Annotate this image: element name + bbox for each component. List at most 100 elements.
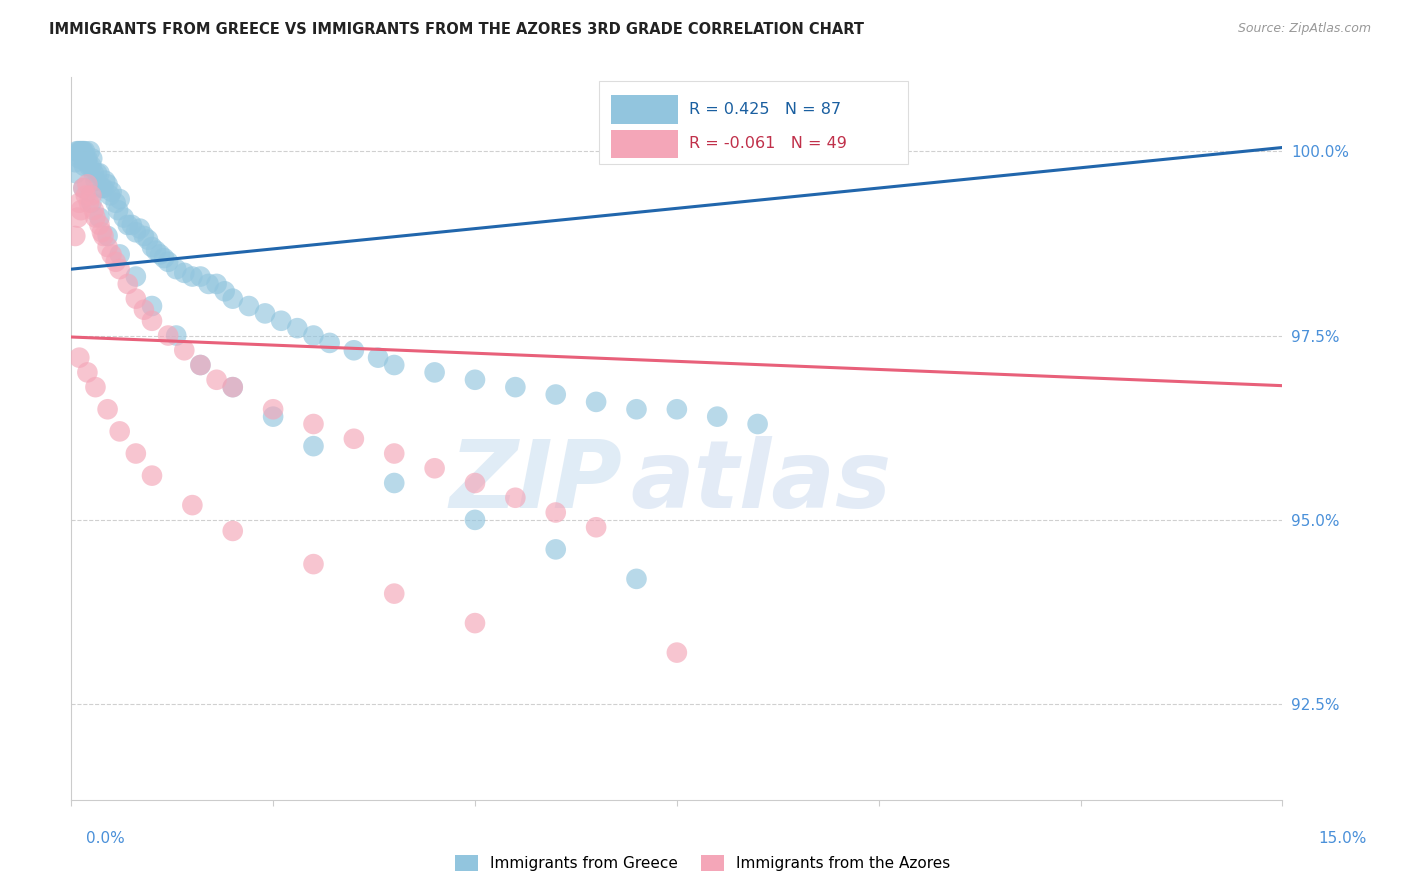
Point xyxy=(302,439,325,453)
Point xyxy=(100,185,122,199)
Point xyxy=(125,446,148,460)
Text: IMMIGRANTS FROM GREECE VS IMMIGRANTS FROM THE AZORES 3RD GRADE CORRELATION CHART: IMMIGRANTS FROM GREECE VS IMMIGRANTS FRO… xyxy=(49,22,865,37)
Point xyxy=(136,233,159,247)
Point xyxy=(73,144,96,158)
Point xyxy=(98,188,121,202)
Point xyxy=(97,402,120,417)
Point xyxy=(76,178,98,192)
Point xyxy=(77,159,100,173)
Point xyxy=(112,211,135,225)
Point xyxy=(80,195,103,210)
Point xyxy=(89,211,111,225)
Text: R = 0.425   N = 87: R = 0.425 N = 87 xyxy=(689,102,841,117)
Point xyxy=(302,328,325,343)
Point xyxy=(72,144,94,158)
FancyBboxPatch shape xyxy=(599,81,908,164)
Point xyxy=(72,181,94,195)
Point xyxy=(70,144,93,158)
Point xyxy=(72,144,94,158)
Point xyxy=(190,358,212,372)
Point xyxy=(65,166,87,180)
Point xyxy=(77,195,100,210)
Text: Source: ZipAtlas.com: Source: ZipAtlas.com xyxy=(1237,22,1371,36)
Point xyxy=(157,254,180,268)
Point xyxy=(190,358,212,372)
Point xyxy=(270,314,292,328)
Text: R = -0.061   N = 49: R = -0.061 N = 49 xyxy=(689,136,846,152)
Point xyxy=(76,152,98,166)
Point xyxy=(141,240,163,254)
Point xyxy=(222,380,245,394)
Point xyxy=(222,380,245,394)
Point xyxy=(285,321,308,335)
Point xyxy=(205,373,228,387)
Point xyxy=(585,520,607,534)
Point xyxy=(67,144,90,158)
Point xyxy=(464,616,486,631)
Point xyxy=(544,542,567,557)
Point xyxy=(89,218,111,232)
Point xyxy=(65,229,87,244)
Point xyxy=(117,277,139,291)
Point xyxy=(173,266,195,280)
Point xyxy=(665,646,688,660)
Point xyxy=(86,166,108,180)
Point xyxy=(318,335,340,350)
Point xyxy=(67,195,90,210)
Point xyxy=(97,178,120,192)
Point xyxy=(214,285,236,299)
Point xyxy=(69,144,91,158)
Point xyxy=(70,148,93,162)
Point xyxy=(108,192,131,206)
Point xyxy=(382,586,405,600)
Point xyxy=(343,432,366,446)
Point xyxy=(382,475,405,490)
Point xyxy=(382,446,405,460)
Point xyxy=(94,174,117,188)
Point xyxy=(544,387,567,401)
Point xyxy=(173,343,195,358)
FancyBboxPatch shape xyxy=(612,95,678,124)
Point xyxy=(367,351,389,365)
Point xyxy=(132,229,155,244)
Point xyxy=(83,166,105,180)
Point xyxy=(145,244,167,258)
Point xyxy=(76,155,98,169)
Point xyxy=(149,247,172,261)
Point xyxy=(222,524,245,538)
Point xyxy=(84,211,107,225)
Point xyxy=(73,159,96,173)
Point xyxy=(80,159,103,173)
Text: 15.0%: 15.0% xyxy=(1319,831,1367,847)
Point xyxy=(141,299,163,313)
Text: 0.0%: 0.0% xyxy=(86,831,125,847)
Point xyxy=(125,269,148,284)
Point xyxy=(66,148,89,162)
Point xyxy=(100,247,122,261)
Point xyxy=(97,229,120,244)
Point xyxy=(626,572,648,586)
Point xyxy=(107,203,129,218)
Point xyxy=(90,181,112,195)
Point xyxy=(141,314,163,328)
Point xyxy=(79,144,101,158)
Point xyxy=(464,373,486,387)
Point xyxy=(108,247,131,261)
Point xyxy=(254,306,277,320)
Point xyxy=(93,229,115,244)
Point xyxy=(302,417,325,431)
Point xyxy=(343,343,366,358)
Point xyxy=(75,188,97,202)
Point xyxy=(80,188,103,202)
Point xyxy=(141,468,163,483)
Point xyxy=(93,181,115,195)
Point xyxy=(66,211,89,225)
Point xyxy=(544,506,567,520)
Point xyxy=(67,152,90,166)
Point xyxy=(464,475,486,490)
Point xyxy=(104,254,127,268)
Point xyxy=(302,557,325,571)
Point xyxy=(423,461,446,475)
Point xyxy=(125,292,148,306)
Point xyxy=(190,269,212,284)
